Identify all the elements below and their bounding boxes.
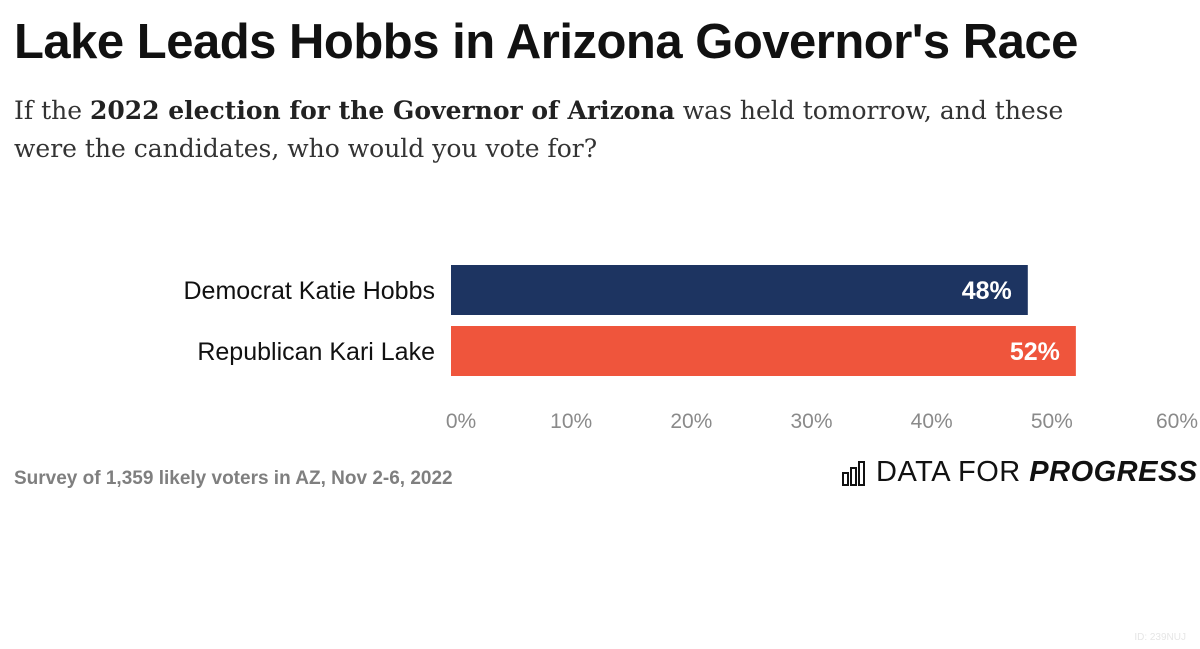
x-tick-label: 60% [1156, 410, 1198, 433]
subtitle-bold: 2022 election for the Governor of Arizon… [89, 96, 675, 125]
category-label: Republican Kari Lake [197, 338, 435, 366]
chart-subtitle: If the 2022 election for the Governor of… [14, 92, 1114, 168]
x-tick-label: 50% [1031, 410, 1073, 433]
image-id: ID: 239NUJ [1134, 632, 1186, 643]
subtitle-pre: If the [14, 96, 90, 125]
brand-name: DATA FOR PROGRESS [876, 456, 1198, 489]
x-tick-label: 40% [911, 410, 953, 433]
bar-1 [451, 265, 1028, 315]
survey-footnote: Survey of 1,359 likely voters in AZ, Nov… [14, 468, 453, 489]
x-tick-label: 0% [446, 410, 476, 433]
brand-name-plain: DATA FOR [876, 456, 1030, 488]
data-label: 52% [1010, 338, 1060, 366]
brand-logo: DATA FOR PROGRESS [842, 456, 1198, 489]
chart-title: Lake Leads Hobbs in Arizona Governor's R… [14, 15, 1078, 69]
x-tick-label: 20% [670, 410, 712, 433]
bar-chart-icon [842, 460, 865, 486]
category-label: Democrat Katie Hobbs [183, 277, 435, 305]
x-tick-label: 30% [790, 410, 832, 433]
x-tick-label: 10% [550, 410, 592, 433]
data-label: 48% [962, 277, 1012, 305]
bar-2 [451, 326, 1076, 376]
subtitle-post: was held tomorrow, and these were the ca… [14, 96, 1064, 163]
brand-name-emphasis: PROGRESS [1029, 456, 1198, 488]
